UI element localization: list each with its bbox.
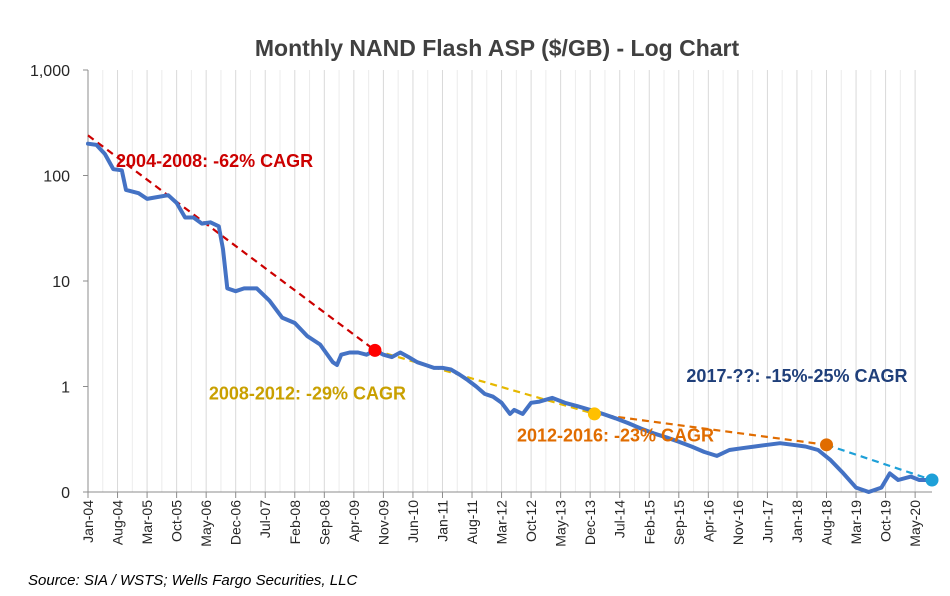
xtick-label-oct-19: Oct-19	[878, 500, 894, 542]
xtick-label-aug-04: Aug-04	[110, 500, 126, 545]
trend-dot-2004-2008-62-cagr	[368, 343, 382, 357]
xtick-label-sep-08: Sep-08	[316, 500, 332, 545]
xtick-label-jan-04: Jan-04	[80, 500, 96, 543]
xtick-label-may-13: May-13	[553, 500, 569, 547]
xtick-label-feb-15: Feb-15	[641, 500, 657, 545]
xtick-label-aug-18: Aug-18	[819, 500, 835, 545]
xtick-label-jul-07: Jul-07	[257, 500, 273, 538]
xtick-label-jun-10: Jun-10	[405, 500, 421, 543]
series-line-nand-asp	[86, 141, 930, 494]
trend-dots	[368, 343, 939, 487]
trend-dot-2012-2016-23-cagr	[820, 438, 833, 452]
ytick-label-10: 10	[52, 274, 70, 291]
annotation-2012-2016-23-cagr: 2012-2016: -23% CAGR	[517, 426, 714, 446]
trend-dot-2017-15-25-cagr	[925, 473, 939, 487]
ytick-label-1: 1	[61, 380, 70, 397]
xtick-label-may-20: May-20	[907, 500, 923, 547]
xtick-label-jan-18: Jan-18	[789, 500, 805, 543]
annotation-2008-2012-29-cagr: 2008-2012: -29% CAGR	[209, 384, 406, 404]
xtick-label-apr-09: Apr-09	[346, 500, 362, 542]
xtick-label-dec-06: Dec-06	[228, 500, 244, 545]
xtick-label-feb-08: Feb-08	[287, 500, 303, 545]
chart-title: Monthly NAND Flash ASP ($/GB) - Log Char…	[255, 35, 740, 61]
grid-lines	[87, 70, 916, 492]
xtick-label-mar-19: Mar-19	[848, 500, 864, 545]
annotation-2004-2008-62-cagr: 2004-2008: -62% CAGR	[116, 151, 313, 171]
trend-dot-2008-2012-29-cagr	[587, 407, 601, 421]
series-layer	[86, 141, 930, 494]
xtick-label-nov-09: Nov-09	[375, 500, 391, 545]
xtick-label-aug-11: Aug-11	[464, 500, 480, 544]
x-axis: Jan-04 Aug-04 Mar-05 Oct-05 May-06 Dec-06 Jul-…	[80, 491, 932, 547]
trend-line-2012-2016-23-cagr	[594, 412, 827, 446]
xtick-label-apr-16: Apr-16	[700, 500, 716, 542]
trend-lines	[87, 134, 933, 482]
trend-line-2008-2012-29-cagr	[374, 349, 595, 415]
xtick-label-mar-12: Mar-12	[494, 500, 510, 545]
xtick-label-jun-17: Jun-17	[759, 500, 775, 543]
annotations: 2004-2008: -62% CAGR 2008-2012: -29% CAGR…	[116, 151, 907, 446]
xtick-label-nov-16: Nov-16	[730, 500, 746, 545]
xtick-label-sep-15: Sep-15	[671, 500, 687, 545]
xtick-label-mar-05: Mar-05	[139, 500, 155, 545]
annotation-2017-15-25-cagr: 2017-??: -15%-25% CAGR	[686, 366, 907, 386]
ytick-label-0: 0	[61, 485, 70, 502]
ytick-label-100: 100	[43, 169, 70, 186]
xtick-label-dec-13: Dec-13	[582, 500, 598, 545]
xtick-label-jan-11: Jan-11	[434, 500, 450, 542]
source-note: Source: SIA / WSTS; Wells Fargo Securiti…	[28, 572, 357, 589]
xtick-label-oct-05: Oct-05	[169, 500, 185, 542]
xtick-label-jul-14: Jul-14	[612, 500, 628, 538]
xtick-label-oct-12: Oct-12	[523, 500, 539, 542]
trend-line-2017-15-25-cagr	[826, 443, 933, 482]
xtick-label-may-06: May-06	[198, 500, 214, 547]
ytick-label-1-000: 1,000	[30, 63, 70, 80]
